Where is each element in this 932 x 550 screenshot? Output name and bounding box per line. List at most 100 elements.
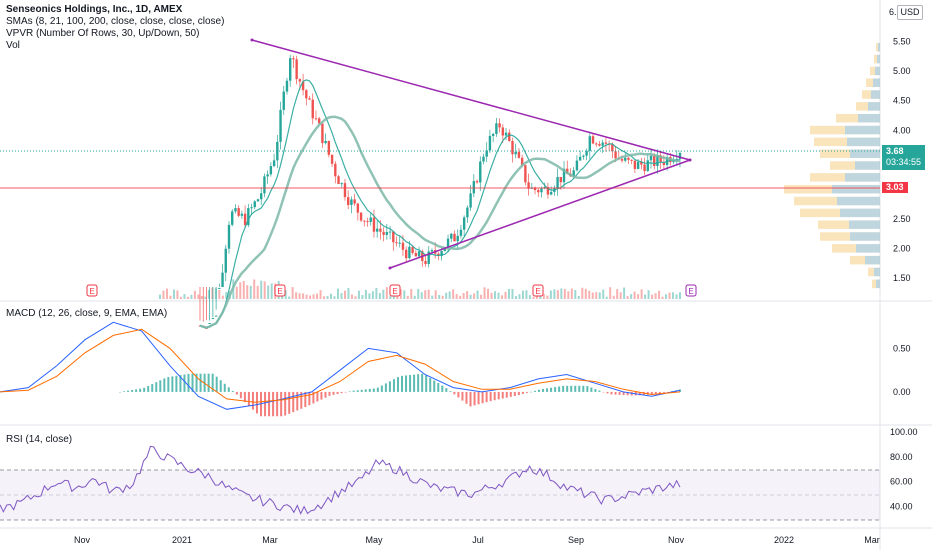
volume-bar [553,289,556,299]
upper-trendline[interactable] [251,39,691,161]
vpvr-row-down [832,184,880,194]
macd-hist-bar [155,382,158,392]
macd-hist-bar [223,383,226,392]
volume-bar [563,289,566,299]
volume-legend[interactable]: Vol [6,40,20,51]
volume-bar [343,290,346,299]
volume-bar [549,290,552,299]
earnings-marker[interactable]: E [274,284,286,297]
svg-text:E: E [535,287,540,296]
volume-bar [637,294,640,299]
macd-hist-bar [598,390,601,392]
macd-hist-bar [517,391,520,395]
candle-body [289,58,292,81]
time-tick-label: Jul [472,535,484,545]
candle-body [450,233,453,239]
vpvr-row-down [878,42,880,52]
candle-body [520,157,524,166]
volume-profile [784,42,880,289]
vpvr-row-down [865,255,880,265]
macd-hist-bar [147,385,150,392]
candle-body [620,159,624,161]
macd-hist-bar [650,391,653,395]
svg-text:E: E [277,287,282,296]
upcoming-earnings-marker[interactable]: E [685,284,697,297]
macd-hist-bar [566,385,569,392]
volume-bar [497,292,500,299]
macd-hist-bar [376,387,379,392]
candle-body [585,150,588,156]
earnings-marker[interactable]: E [532,284,544,297]
candle-body [221,272,224,288]
rsi-tick-label: 80.00 [890,452,913,462]
volume-bar [375,287,378,299]
volume-bar [644,294,647,299]
macd-hist-bar [344,391,347,393]
svg-text:E: E [392,287,397,296]
candle-body [527,182,530,189]
candle-body [211,318,215,320]
volume-bar [633,291,636,299]
volume-bar [623,287,626,299]
rsi-legend[interactable]: RSI (14, close) [6,434,73,445]
macd-hist-bar [546,388,549,392]
candle-body [343,183,347,198]
candle-body [498,123,501,128]
macd-legend[interactable]: MACD (12, 26, close, 9, EMA, EMA) [6,308,168,319]
volume-bar [630,294,633,299]
macd-hist-bar [159,380,162,392]
macd-hist-bar [324,391,327,398]
macd-hist-bar [179,375,182,392]
candle-body [240,213,244,216]
candle-body [572,170,575,177]
candle-body [363,220,366,222]
candle-body [604,142,608,144]
symbol-title[interactable]: Senseonics Holdings, Inc., 1D, AMEX [6,4,183,15]
time-tick-label: Mar [864,535,880,545]
volume-bar [179,296,182,299]
time-tick-label: 2021 [172,535,192,545]
volume-bar [368,293,371,299]
volume-bar [253,279,256,299]
rsi-tick-label: 100.00 [890,427,918,437]
vpvr-legend[interactable]: VPVR (Number Of Rows, 30, Up/Down, 50) [6,28,200,39]
earnings-marker[interactable]: E [86,284,98,297]
volume-bar [190,294,193,299]
volume-bar [609,287,612,299]
candle-body [372,217,376,232]
volume-bar [176,290,179,299]
lower-trendline[interactable] [389,159,691,269]
macd-hist-bar [558,386,561,392]
candle-body [305,90,308,99]
candle-body [462,217,466,230]
volume-bar [455,294,458,299]
volume-bar [361,295,364,299]
volume-bar [330,293,333,299]
volume-bar [169,295,172,299]
candle-body [482,156,485,162]
volume-bar [410,289,413,299]
macd-hist-bar [662,391,665,393]
macd-hist-bar [413,374,416,392]
candle-body [624,157,627,161]
sma-legend[interactable]: SMAs (8, 21, 100, 200, close, close, clo… [6,16,225,27]
candle-body [511,141,514,155]
candle-body [491,133,495,136]
candle-body [411,246,414,253]
volume-bar [504,291,507,299]
candle-body [646,160,649,172]
time-axis: Nov 2021 Mar May Jul Sep Nov 2022 Mar [74,535,880,545]
volume-bar [267,285,270,299]
currency-button[interactable]: USD [897,5,923,20]
volume-bar [172,289,175,299]
volume-bar [309,295,312,299]
price-tick-label: 5.00 [893,66,911,76]
volume-bar [448,291,451,299]
candle-body [224,248,227,273]
macd-hist-bar [505,391,508,398]
candle-body [260,193,263,200]
moving-averages [199,79,681,329]
earnings-marker[interactable]: E [389,284,401,297]
